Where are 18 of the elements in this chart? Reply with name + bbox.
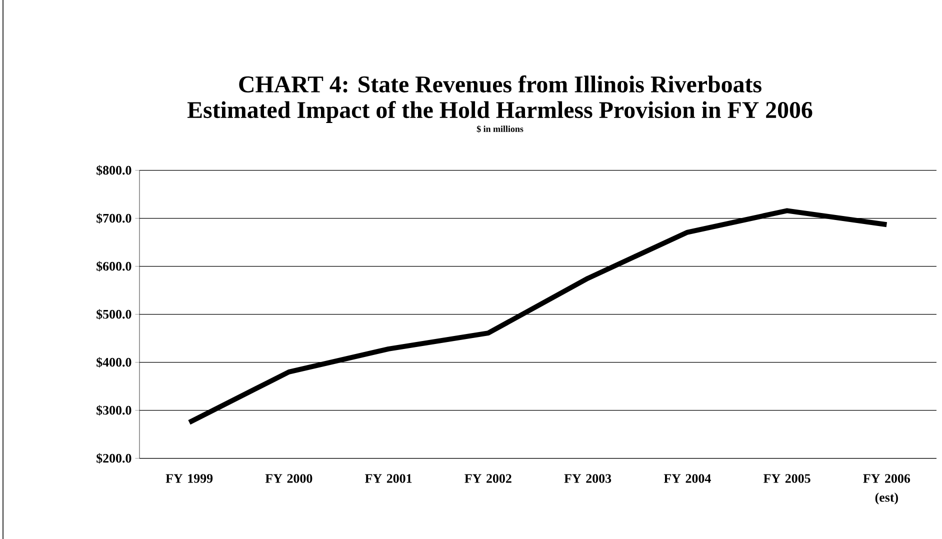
chart-title: CHART 4: State Revenues from Illinois Riverboats: [239, 75, 762, 93]
x-tick-label: FY 2000: [265, 474, 312, 483]
text: $ in millions: [476, 125, 524, 133]
chart-subtitle: Estimated Impact of the Hold Harmless Provision in FY 2006: [187, 101, 812, 123]
x-tick-label: FY 2002: [464, 474, 512, 483]
y-tick-label: $800.0: [96, 165, 132, 176]
y-tick-label: $200.0: [96, 453, 132, 464]
y-tick-label: $700.0: [96, 213, 132, 224]
y-tick-label: $400.0: [96, 357, 132, 368]
x-tick-label: FY 1999: [166, 474, 213, 483]
x-tick-label: FY 2005: [764, 474, 810, 483]
x-tick-label: FY 2003: [564, 474, 612, 483]
x-tick-label: FY 2004: [664, 474, 711, 483]
y-tick-label: $300.0: [96, 405, 132, 416]
y-tick-label: $500.0: [96, 309, 132, 320]
y-tick-label: $600.0: [96, 261, 132, 272]
x-tick-label: FY 2006 (est): [863, 474, 910, 504]
x-tick-label: FY 2001: [365, 474, 412, 483]
